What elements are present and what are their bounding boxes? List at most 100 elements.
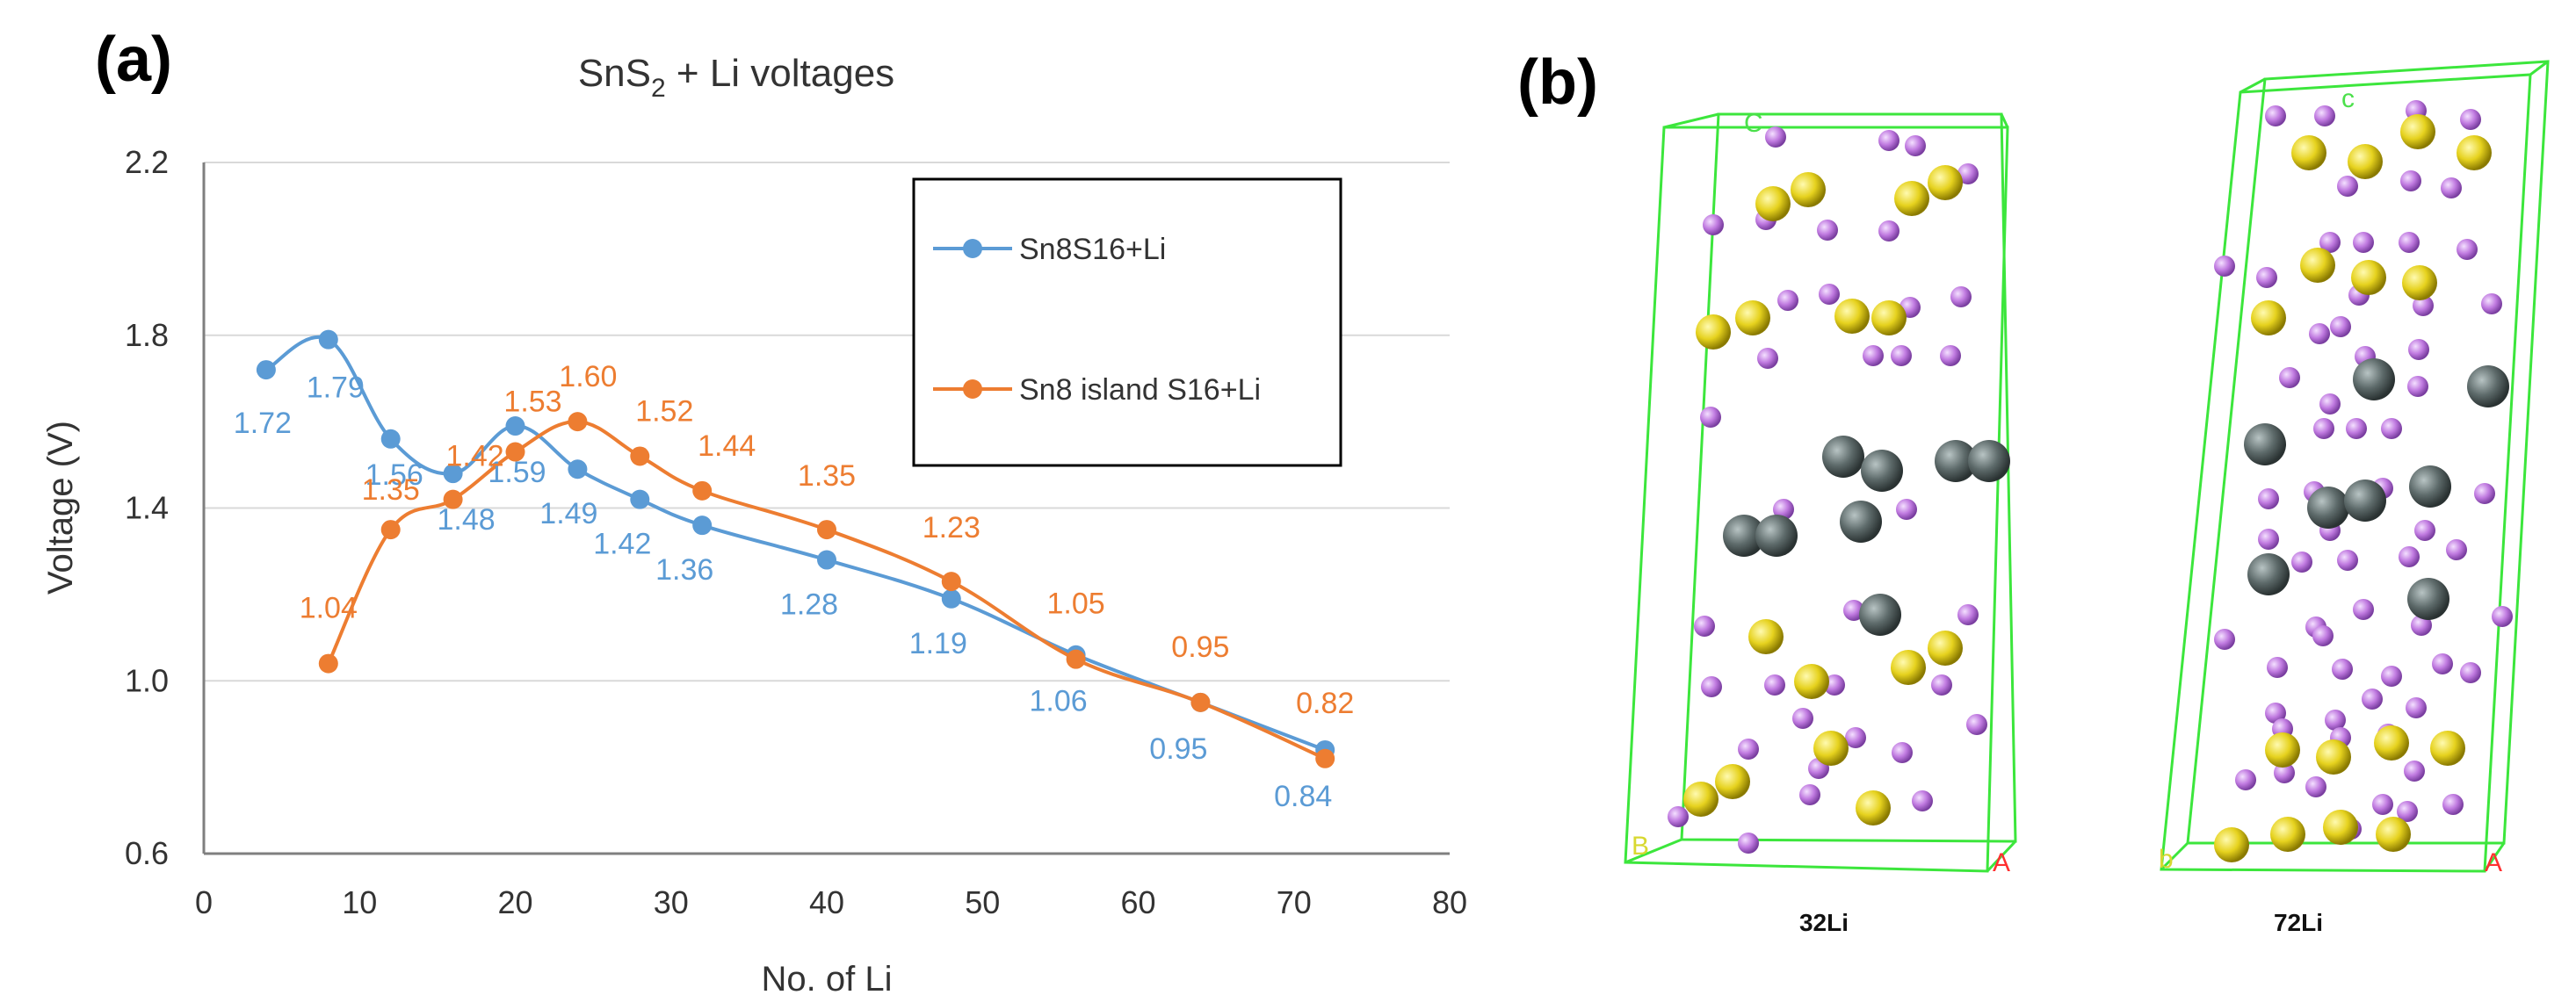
sn-atom — [2407, 578, 2449, 620]
data-point — [381, 520, 401, 539]
s-atom — [1696, 314, 1731, 350]
x-tick-label: 50 — [965, 884, 1000, 920]
s-atom — [1748, 619, 1784, 654]
li-atom — [2414, 520, 2435, 541]
s-atom — [2348, 144, 2383, 179]
data-point — [942, 589, 961, 609]
li-atom — [1700, 407, 1721, 428]
s-atom — [2351, 260, 2386, 295]
axis-label-b-72li: b — [2159, 845, 2174, 874]
atoms-72li — [2214, 100, 2513, 862]
s-atom — [1834, 299, 1870, 334]
li-atom — [1701, 676, 1722, 697]
sn-atom — [2344, 479, 2386, 522]
li-atom — [2408, 339, 2429, 360]
caption-32li: 32Li — [1799, 909, 1849, 936]
li-atom — [2235, 769, 2256, 790]
s-atom — [2323, 810, 2358, 845]
li-atom — [2305, 776, 2326, 797]
s-atom — [2251, 300, 2286, 335]
li-atom — [2400, 170, 2421, 191]
data-label: 1.48 — [438, 503, 496, 537]
li-atom — [2457, 239, 2478, 260]
li-atom — [1966, 714, 1987, 735]
sn-atom — [1968, 440, 2010, 482]
li-atom — [1819, 284, 1840, 305]
li-atom — [2460, 109, 2481, 130]
s-atom — [1894, 181, 1929, 216]
li-atom — [1957, 604, 1979, 625]
data-point — [257, 360, 276, 379]
data-point — [1067, 650, 1086, 669]
li-atom — [1757, 348, 1778, 369]
sn-atom — [1822, 436, 1864, 478]
y-tick-label: 1.8 — [125, 317, 169, 353]
li-atom — [2267, 657, 2288, 678]
li-atom — [1863, 345, 1884, 366]
data-point — [568, 459, 587, 479]
sn-atom — [2307, 487, 2349, 529]
s-atom — [2457, 135, 2492, 170]
sn-atom — [2467, 365, 2509, 407]
data-point — [692, 516, 712, 535]
s-atom — [1683, 782, 1719, 817]
data-label: 0.84 — [1274, 780, 1332, 813]
s-atom — [2270, 817, 2305, 852]
li-atom — [2337, 176, 2358, 197]
legend-box — [914, 179, 1341, 465]
s-atom — [2300, 248, 2335, 283]
li-atom — [2474, 483, 2495, 504]
data-label: 1.04 — [300, 592, 358, 625]
li-atom — [2214, 256, 2235, 277]
data-label: 1.49 — [539, 497, 597, 530]
data-point — [1315, 749, 1335, 768]
panel-a-label: (a) — [95, 25, 172, 95]
data-label: 1.35 — [798, 459, 856, 493]
li-atom — [1764, 674, 1785, 696]
caption-72li: 72Li — [2274, 909, 2323, 936]
s-atom — [2265, 732, 2300, 768]
li-atom — [2330, 316, 2351, 337]
y-tick-label: 1.0 — [125, 662, 169, 698]
s-atom — [2430, 731, 2465, 766]
li-atom — [1799, 784, 1820, 805]
s-atom — [2374, 725, 2409, 761]
sn-atom — [2353, 358, 2395, 400]
axis-label-a-72li: A — [2485, 848, 2502, 877]
li-atom — [1792, 708, 1813, 729]
li-atom — [1892, 742, 1913, 763]
li-atom — [2442, 794, 2464, 815]
li-atom — [2399, 546, 2420, 567]
s-atom — [2402, 265, 2437, 300]
s-atom — [1871, 300, 1907, 335]
data-label: 1.23 — [923, 511, 980, 544]
chart-title: SnS2 + Li voltages — [578, 52, 894, 103]
li-atom — [2214, 629, 2235, 650]
x-tick-label: 80 — [1432, 884, 1467, 920]
legend-label-sn8s16: Sn8S16+Li — [1019, 233, 1166, 266]
s-atom — [1791, 172, 1826, 207]
li-atom — [2291, 552, 2312, 573]
li-atom — [1905, 135, 1926, 156]
s-atom — [2376, 817, 2411, 852]
sn-atom — [1755, 515, 1798, 557]
li-atom — [1738, 739, 1759, 760]
structure-72li: c b A 72Li — [2159, 61, 2548, 936]
li-atom — [2481, 293, 2502, 314]
data-point — [692, 481, 712, 501]
li-atom — [1891, 345, 1912, 366]
s-atom — [2400, 114, 2435, 149]
li-atom — [2362, 689, 2383, 710]
x-tick-label: 20 — [497, 884, 532, 920]
sn-atom — [2244, 423, 2286, 465]
li-atom — [2332, 659, 2353, 680]
data-label: 1.19 — [909, 627, 967, 660]
data-label: 1.05 — [1047, 588, 1105, 621]
data-point — [1190, 693, 1210, 712]
li-atom — [2492, 606, 2513, 627]
li-atom — [2258, 529, 2279, 550]
data-label: 0.95 — [1149, 732, 1207, 766]
data-point — [568, 412, 587, 431]
data-point — [506, 416, 525, 436]
data-point — [942, 572, 961, 591]
